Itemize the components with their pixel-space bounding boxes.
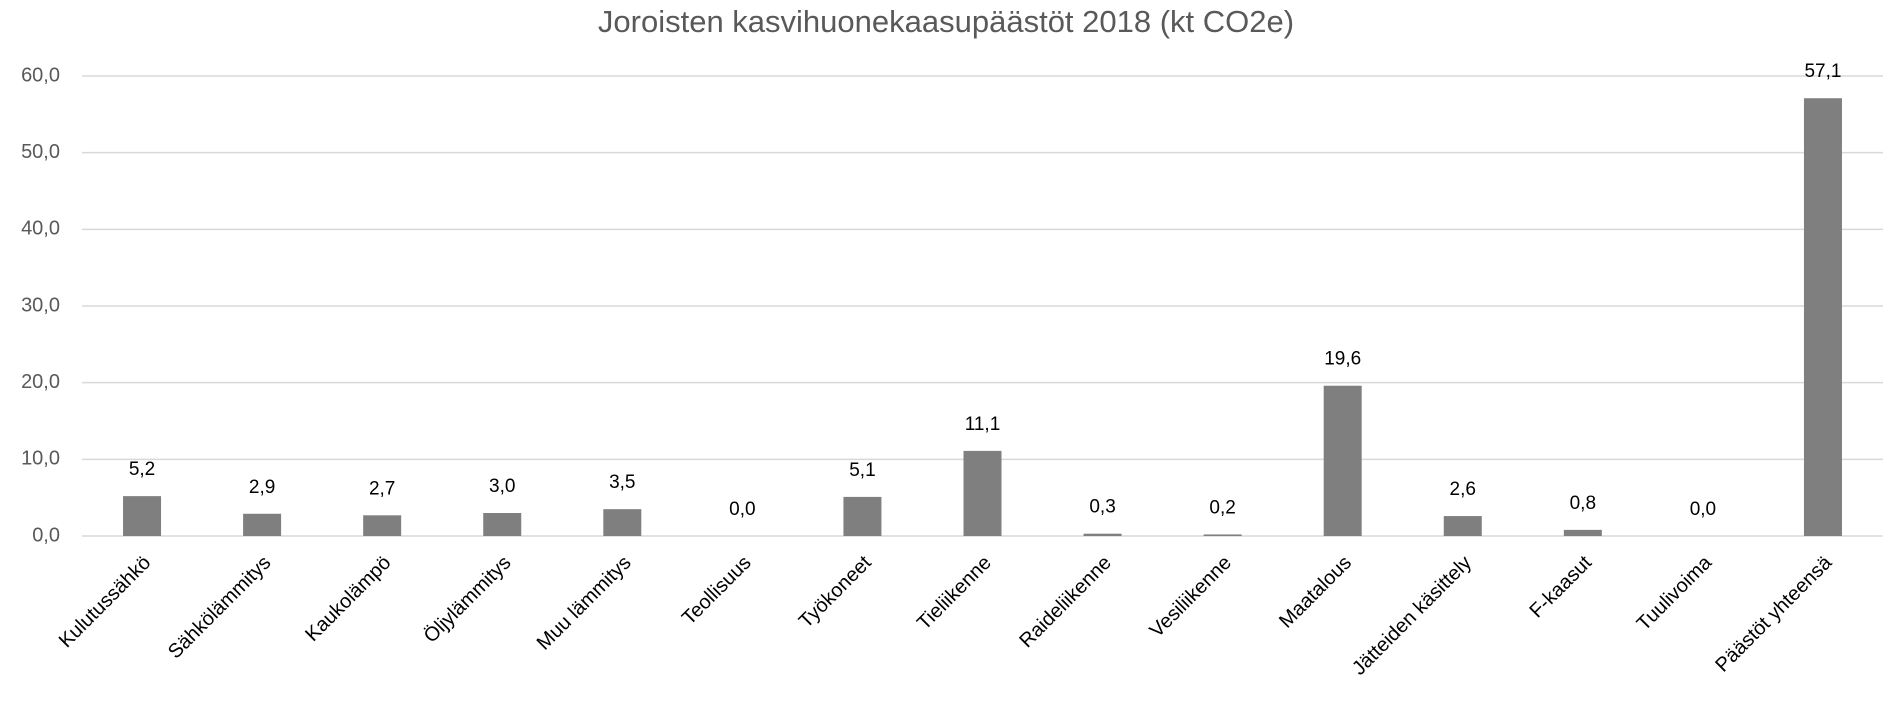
y-tick-label: 60,0 (21, 64, 60, 86)
bar (843, 496, 882, 536)
y-tick-label: 0,0 (32, 524, 60, 546)
bar (363, 515, 402, 536)
bar (1083, 533, 1122, 536)
chart-title: Joroisten kasvihuonekaasupäästöt 2018 (k… (598, 4, 1294, 39)
x-tick-label: Tieliikenne (913, 552, 996, 635)
bar (1443, 516, 1482, 536)
data-label: 0,0 (1690, 499, 1716, 520)
x-tick-label: Teollisuus (678, 552, 756, 630)
y-tick-label: 20,0 (21, 371, 60, 393)
data-label: 19,6 (1324, 349, 1361, 370)
data-label: 0,2 (1209, 497, 1235, 518)
data-label: 2,9 (249, 477, 275, 498)
bar (603, 509, 642, 536)
bar (1323, 385, 1362, 536)
data-label: 0,3 (1089, 497, 1115, 518)
data-label: 57,1 (1804, 61, 1841, 82)
x-tick-label: Raideliikenne (1015, 552, 1115, 652)
x-tick-label: Sähkölämmitys (164, 552, 275, 663)
x-tick-label: Maatalous (1275, 552, 1356, 633)
x-tick-label: Työkoneet (795, 551, 876, 632)
bar (1203, 534, 1242, 536)
y-tick-label: 40,0 (21, 218, 60, 240)
bar (483, 513, 522, 536)
data-label: 5,1 (849, 460, 875, 481)
y-tick-label: 10,0 (21, 448, 60, 470)
y-tick-label: 50,0 (21, 141, 60, 163)
data-label: 11,1 (965, 414, 1001, 435)
x-tick-label: F-kaasut (1526, 551, 1597, 622)
bar (123, 496, 162, 536)
x-tick-label: Vesiliikenne (1146, 552, 1236, 642)
data-label: 2,7 (369, 478, 395, 499)
data-label: 5,2 (129, 459, 155, 480)
x-tick-label: Kaukolämpö (301, 552, 395, 646)
data-label: 3,0 (489, 476, 515, 497)
x-tick-label: Muu lämmitys (533, 552, 636, 655)
data-label: 3,5 (609, 472, 635, 493)
bar (243, 513, 282, 536)
x-tick-label: Jätteiden käsittely (1348, 552, 1476, 680)
x-tick-label: Päästöt yhteensä (1711, 551, 1836, 676)
bar (1563, 529, 1602, 536)
x-tick-label: Kulutussähkö (55, 552, 155, 652)
x-tick-label: Tuulivoima (1633, 551, 1717, 635)
data-label: 2,6 (1450, 479, 1476, 500)
data-label: 0,0 (729, 499, 755, 520)
bar (963, 450, 1002, 536)
bar (1803, 98, 1842, 536)
data-label: 0,8 (1570, 493, 1596, 514)
x-tick-label: Öljylämmitys (420, 552, 516, 648)
y-tick-label: 30,0 (21, 294, 60, 316)
